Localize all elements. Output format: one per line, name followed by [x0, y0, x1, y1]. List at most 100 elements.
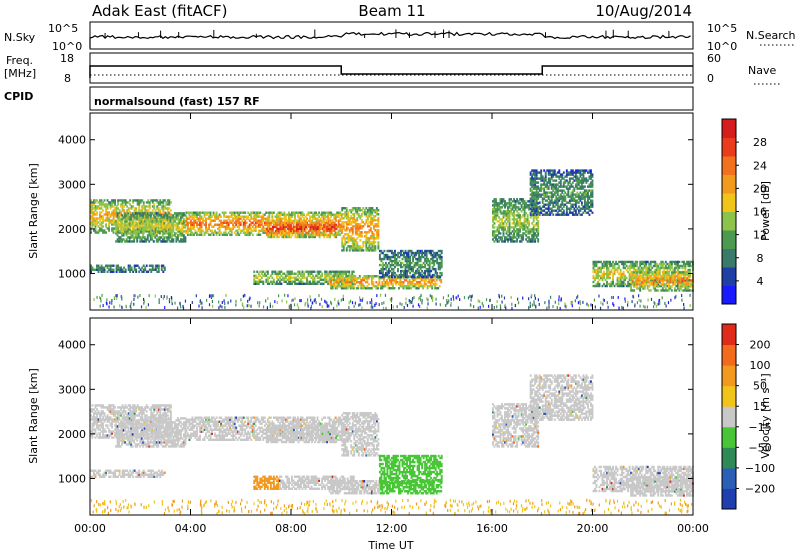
- power-cell: [217, 215, 220, 218]
- power-cell: [513, 210, 516, 213]
- power-cell: [321, 274, 324, 277]
- power-cell: [191, 227, 194, 230]
- power-cell: [534, 171, 537, 174]
- power-cell: [416, 281, 419, 284]
- power-cell: [271, 211, 274, 214]
- power-cell: [413, 283, 416, 286]
- power-cell: [196, 233, 198, 236]
- power-cell: [356, 233, 359, 236]
- power-cell: [250, 227, 253, 230]
- power-cell: [288, 235, 291, 239]
- power-cell: [564, 185, 567, 188]
- power-cell: [297, 270, 299, 273]
- power-cell: [312, 235, 315, 239]
- power-cell: [127, 209, 130, 212]
- power-cell: [133, 221, 136, 224]
- power-cell: [166, 240, 169, 243]
- power-cell: [579, 213, 582, 216]
- power-cell: [398, 283, 400, 286]
- power-cell: [425, 283, 428, 286]
- power-cell: [423, 281, 426, 284]
- power-cell: [297, 213, 299, 216]
- power-cell: [244, 231, 247, 234]
- power-cell: [513, 228, 516, 231]
- power-cell: [293, 225, 295, 229]
- power-cell: [123, 211, 126, 214]
- power-cell: [507, 234, 509, 237]
- power-cell: [281, 272, 284, 275]
- power-cell: [311, 221, 314, 225]
- power-cell: [124, 218, 127, 221]
- power-cell: [266, 270, 269, 273]
- power-cell: [164, 226, 167, 229]
- power-cell: [380, 251, 383, 255]
- power-cell: [406, 269, 408, 273]
- power-cell: [511, 230, 514, 233]
- power-cell: [384, 285, 387, 288]
- power-cell: [347, 221, 350, 224]
- power-cell: [354, 275, 357, 278]
- power-cell: [406, 257, 408, 261]
- power-cell: [354, 207, 357, 210]
- power-cell: [398, 259, 401, 263]
- power-cell: [537, 208, 540, 211]
- power-cell: [544, 177, 547, 180]
- power-cell: [425, 267, 428, 271]
- power-cell: [537, 228, 540, 231]
- power-cell: [610, 262, 613, 266]
- power-cell: [106, 217, 109, 220]
- power-cell: [168, 207, 171, 210]
- power-cell: [294, 231, 297, 235]
- power-cell: [298, 233, 301, 236]
- power-cell: [493, 200, 496, 203]
- power-cell: [170, 232, 173, 235]
- power-cell: [612, 280, 615, 284]
- power-cell: [523, 204, 526, 207]
- power-cell: [162, 213, 165, 216]
- power-cell: [597, 282, 599, 286]
- power-cell: [546, 213, 549, 216]
- power-cell: [499, 206, 502, 209]
- power-cell: [242, 229, 245, 232]
- power-cell: [184, 220, 187, 223]
- power-cell: [136, 238, 139, 241]
- power-cell: [370, 287, 373, 290]
- power-cell: [154, 227, 157, 230]
- power-cell: [555, 195, 558, 198]
- power-cell: [345, 279, 348, 282]
- power-cell: [99, 227, 101, 230]
- power-cell: [528, 204, 531, 207]
- power-cell: [257, 280, 260, 283]
- power-cell: [440, 249, 443, 253]
- power-cell: [537, 193, 540, 196]
- power-cell: [115, 215, 118, 218]
- power-cell: [532, 193, 535, 196]
- power-cell: [99, 219, 101, 222]
- power-cell: [281, 278, 284, 281]
- power-cell: [437, 263, 440, 267]
- power-cell: [498, 206, 500, 209]
- power-cell: [365, 249, 368, 252]
- power-cell: [268, 221, 271, 225]
- power-cell: [597, 270, 599, 274]
- power-cell: [118, 266, 121, 269]
- power-cell: [148, 222, 151, 225]
- power-cell: [103, 205, 106, 208]
- power-cell: [114, 221, 117, 224]
- power-cell: [532, 213, 535, 216]
- power-cell: [344, 211, 347, 214]
- power-cell: [585, 191, 588, 194]
- power-cell: [532, 187, 535, 190]
- power-cell: [283, 225, 286, 229]
- power-cell: [565, 207, 568, 210]
- power-cell: [153, 268, 156, 271]
- power-cell: [395, 279, 397, 282]
- power-cell: [254, 225, 257, 228]
- power-cell: [321, 213, 324, 216]
- power-cell: [411, 279, 414, 282]
- power-cell: [618, 260, 621, 264]
- power-cell: [427, 249, 430, 253]
- power-cell: [333, 213, 336, 216]
- power-cell: [531, 201, 534, 204]
- power-cell: [202, 229, 204, 232]
